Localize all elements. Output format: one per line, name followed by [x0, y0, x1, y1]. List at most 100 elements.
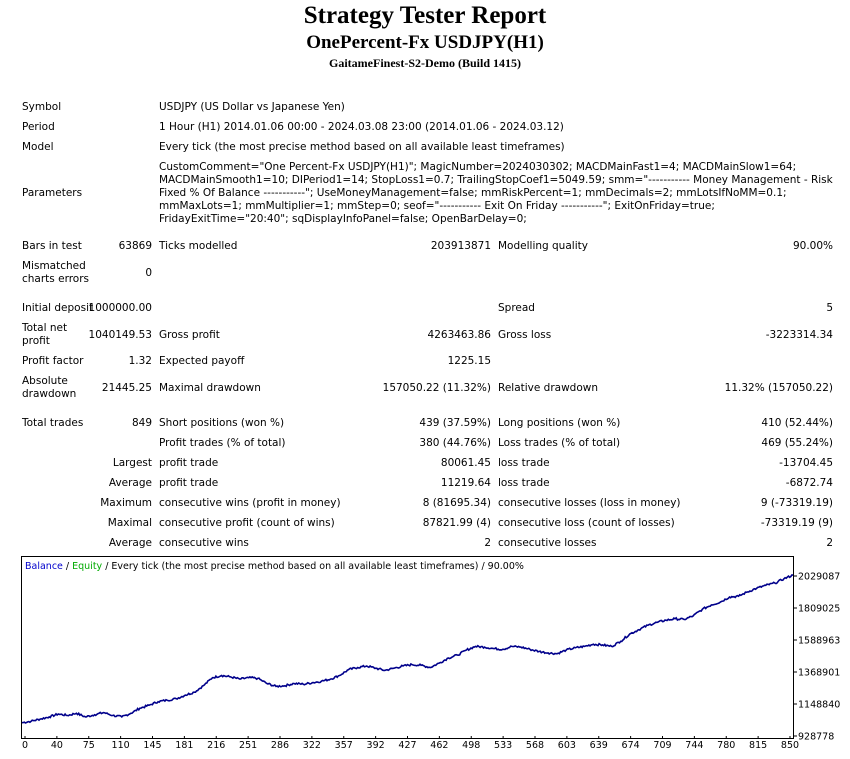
short-value: 439 (37.59%) — [419, 417, 491, 429]
symbol-value: USDJPY (US Dollar vs Japanese Yen) — [159, 101, 345, 113]
y-tick-label: 1368901 — [798, 668, 840, 679]
max-consec-losses-value: 9 (-73319.19) — [760, 497, 833, 509]
report-subtitle: OnePercent-Fx USDJPY(H1) — [306, 32, 544, 53]
x-tick-label: 392 — [367, 740, 385, 751]
average-loss-value: -6872.74 — [785, 477, 833, 489]
x-tick-label: 639 — [590, 740, 608, 751]
mismatch-label: Mismatched charts errors — [22, 260, 89, 285]
legend-description: / Every tick (the most precise method ba… — [102, 561, 524, 572]
ticks-label: Ticks modelled — [159, 240, 238, 252]
y-tick-label: 1148840 — [798, 700, 840, 711]
largest-profit-label: profit trade — [159, 457, 219, 469]
quality-label: Modelling quality — [498, 240, 588, 252]
trades-label: Total trades — [22, 417, 84, 429]
avg-consec-losses-label: consecutive losses — [498, 537, 597, 549]
x-tick-label: 286 — [271, 740, 289, 751]
maximum-label: Maximum — [100, 497, 152, 509]
long-value: 410 (52.44%) — [761, 417, 833, 429]
payoff-value: 1225.15 — [447, 355, 491, 367]
largest-profit-value: 80061.45 — [440, 457, 491, 469]
x-tick-label: 498 — [462, 740, 480, 751]
average-label: Average — [108, 477, 152, 489]
parameters-label: Parameters — [22, 187, 83, 199]
chart-legend: Balance / Equity / Every tick (the most … — [25, 560, 524, 573]
period-label: Period — [22, 121, 55, 133]
legend-separator: / — [62, 561, 73, 572]
legend-balance: Balance — [25, 561, 63, 572]
bars-label: Bars in test — [22, 240, 82, 252]
x-tick-label: 427 — [398, 740, 416, 751]
x-tick-label: 181 — [175, 740, 193, 751]
balance-chart — [21, 556, 794, 739]
spread-value: 5 — [826, 302, 833, 314]
ptrades-label: Profit trades (% of total) — [159, 437, 286, 449]
max-consec-losses-label: consecutive losses (loss in money) — [498, 497, 681, 509]
x-tick-label: 145 — [143, 740, 161, 751]
report-server: GaitameFinest-S2-Demo (Build 1415) — [329, 56, 521, 70]
pf-label: Profit factor — [22, 355, 84, 367]
maxdd-value: 157050.22 (11.32%) — [382, 382, 491, 394]
largest-loss-value: -13704.45 — [779, 457, 833, 469]
largest-loss-label: loss trade — [498, 457, 550, 469]
netprofit-value: 1040149.53 — [88, 329, 152, 341]
x-tick-label: 533 — [494, 740, 512, 751]
x-tick-label: 850 — [781, 740, 799, 751]
x-tick-label: 322 — [303, 740, 321, 751]
y-tick-label: 928778 — [798, 732, 834, 743]
x-tick-label: 568 — [526, 740, 544, 751]
x-tick-label: 40 — [51, 740, 63, 751]
x-tick-label: 110 — [112, 740, 130, 751]
ptrades-value: 380 (44.76%) — [419, 437, 491, 449]
max-consec-loss-value: -73319.19 (9) — [760, 517, 833, 529]
deposit-label: Initial deposit — [22, 302, 94, 314]
grossloss-label: Gross loss — [498, 329, 552, 341]
model-label: Model — [22, 141, 54, 153]
legend-equity: Equity — [72, 561, 103, 572]
deposit-value: 1000000.00 — [88, 302, 152, 314]
ltrades-label: Loss trades (% of total) — [498, 437, 621, 449]
netprofit-label: Total net profit — [22, 322, 68, 347]
x-tick-label: 744 — [685, 740, 703, 751]
average-profit-value: 11219.64 — [440, 477, 491, 489]
avg-consec-wins-label: consecutive wins — [159, 537, 249, 549]
ticks-value: 203913871 — [430, 240, 491, 252]
x-tick-label: 251 — [239, 740, 257, 751]
long-label: Long positions (won %) — [498, 417, 621, 429]
x-tick-label: 216 — [207, 740, 225, 751]
average2-label: Average — [108, 537, 152, 549]
x-tick-label: 603 — [558, 740, 576, 751]
reldd-value: 11.32% (157050.22) — [724, 382, 833, 394]
x-tick-label: 357 — [335, 740, 353, 751]
x-tick-label: 815 — [749, 740, 767, 751]
x-tick-label: 780 — [717, 740, 735, 751]
y-tick-label: 1588963 — [798, 636, 840, 647]
symbol-label: Symbol — [22, 101, 62, 113]
max-consec-profit-label: consecutive profit (count of wins) — [159, 517, 335, 529]
y-tick-label: 1809025 — [798, 604, 840, 615]
absdd-value: 21445.25 — [101, 382, 152, 394]
y-tick-label: 2029087 — [798, 572, 840, 583]
ltrades-value: 469 (55.24%) — [761, 437, 833, 449]
quality-value: 90.00% — [792, 240, 833, 252]
largest-label: Largest — [112, 457, 152, 469]
grossprofit-value: 4263463.86 — [427, 329, 491, 341]
reldd-label: Relative drawdown — [498, 382, 599, 394]
period-value: 1 Hour (H1) 2014.01.06 00:00 - 2024.03.0… — [159, 121, 564, 133]
maxdd-label: Maximal drawdown — [159, 382, 261, 394]
x-tick-label: 674 — [622, 740, 640, 751]
pf-value: 1.32 — [128, 355, 152, 367]
mismatch-value: 0 — [145, 267, 152, 279]
avg-consec-wins-value: 2 — [484, 537, 491, 549]
x-tick-label: 75 — [83, 740, 95, 751]
max-consec-wins-value: 8 (81695.34) — [422, 497, 491, 509]
average-profit-label: profit trade — [159, 477, 219, 489]
x-tick-label: 462 — [430, 740, 448, 751]
payoff-label: Expected payoff — [159, 355, 245, 367]
absdd-label: Absolute drawdown — [22, 375, 77, 400]
x-tick-label: 0 — [22, 740, 28, 751]
max-consec-wins-label: consecutive wins (profit in money) — [159, 497, 341, 509]
average-loss-label: loss trade — [498, 477, 550, 489]
trades-value: 849 — [131, 417, 152, 429]
x-tick-label: 709 — [653, 740, 671, 751]
bars-value: 63869 — [118, 240, 152, 252]
